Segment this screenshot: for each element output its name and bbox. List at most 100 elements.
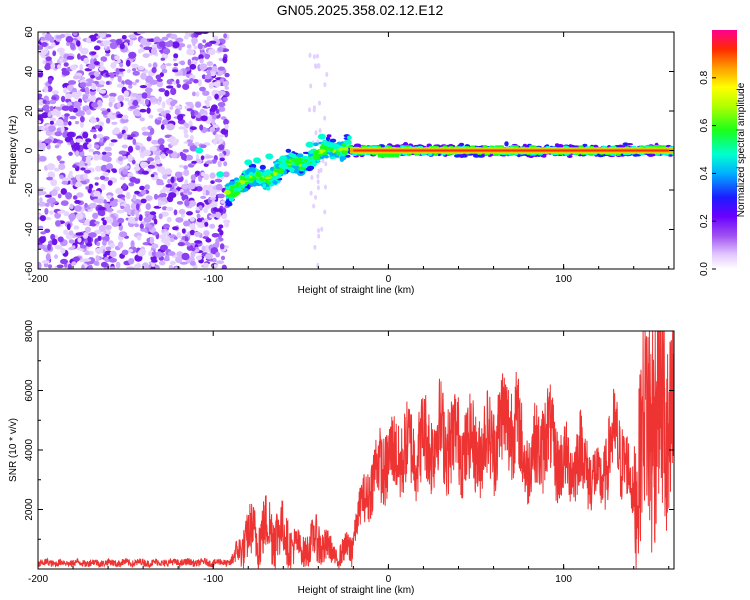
noise-blob xyxy=(151,259,158,263)
noise-blob xyxy=(109,250,117,258)
noise-blob xyxy=(80,167,86,171)
noise-blob xyxy=(134,223,139,228)
noise-blob xyxy=(76,192,84,198)
signal-edge xyxy=(496,145,502,148)
noise-blob xyxy=(222,56,228,64)
noise-blob xyxy=(204,99,209,104)
noise-blob xyxy=(85,186,90,190)
noise-blob xyxy=(57,155,61,162)
noise-blob xyxy=(309,190,313,196)
noise-blob xyxy=(160,57,165,61)
noise-blob xyxy=(136,235,142,241)
noise-blob xyxy=(73,225,80,230)
noise-blob xyxy=(128,216,135,224)
noise-blob xyxy=(136,32,146,35)
transition-blob xyxy=(264,176,272,180)
noise-blob xyxy=(42,99,47,104)
noise-blob xyxy=(314,64,318,70)
y-tick-label: 4000 xyxy=(24,438,35,461)
noise-blob xyxy=(142,126,148,131)
noise-blob xyxy=(143,41,152,46)
noise-blob xyxy=(199,58,204,64)
noise-blob xyxy=(132,138,137,145)
noise-blob xyxy=(54,212,61,219)
noise-blob xyxy=(167,251,176,256)
noise-blob xyxy=(133,217,139,222)
noise-blob xyxy=(119,176,126,181)
noise-blob xyxy=(117,241,124,249)
noise-blob xyxy=(117,133,123,139)
noise-blob xyxy=(40,37,47,41)
noise-blob xyxy=(119,231,128,238)
noise-blob xyxy=(186,44,192,49)
noise-blob xyxy=(217,66,225,71)
noise-blob xyxy=(100,108,107,112)
noise-blob xyxy=(119,43,125,50)
noise-blob xyxy=(65,36,74,43)
transition-blob xyxy=(262,183,267,189)
noise-blob xyxy=(211,104,218,111)
noise-blob xyxy=(41,42,48,47)
noise-blob xyxy=(161,68,168,74)
noise-blob xyxy=(189,135,194,141)
signal-edge xyxy=(470,145,476,148)
noise-blob xyxy=(89,129,97,133)
noise-blob xyxy=(132,68,137,72)
noise-blob xyxy=(317,228,320,234)
noise-blob xyxy=(176,251,183,257)
noise-blob xyxy=(68,213,76,220)
noise-blob xyxy=(148,224,153,230)
noise-blob xyxy=(220,200,228,204)
noise-blob xyxy=(218,57,224,62)
noise-blob xyxy=(140,189,147,195)
noise-blob xyxy=(173,236,178,240)
noise-blob xyxy=(204,160,213,165)
transition-blob xyxy=(345,154,351,158)
noise-blob xyxy=(128,84,133,89)
noise-blob xyxy=(200,155,205,160)
noise-blob xyxy=(121,144,128,149)
noise-blob xyxy=(127,145,134,153)
noise-blob xyxy=(74,199,81,204)
noise-blob xyxy=(140,198,147,204)
noise-blob xyxy=(91,51,97,55)
noise-blob xyxy=(135,113,142,117)
noise-blob xyxy=(93,153,100,161)
noise-blob xyxy=(189,126,197,131)
noise-blob xyxy=(316,173,320,179)
noise-blob xyxy=(188,120,193,128)
noise-blob xyxy=(43,86,49,93)
noise-blob xyxy=(51,189,58,196)
snr-xlabel: Height of straight line (km) xyxy=(298,585,415,596)
noise-blob xyxy=(165,206,174,212)
x-tick-label: -200 xyxy=(28,274,48,285)
snr-axes: -200 -100 0 100 2000 4000 6000 8000 xyxy=(24,319,674,585)
noise-blob xyxy=(146,238,150,243)
noise-blob xyxy=(72,256,80,262)
noise-blob xyxy=(66,85,73,90)
noise-blob xyxy=(92,150,101,156)
signal-edge xyxy=(402,153,408,156)
signal-edge xyxy=(371,145,377,148)
noise-blob xyxy=(323,82,327,88)
noise-blob xyxy=(217,228,222,233)
noise-blob xyxy=(63,62,69,67)
noise-blob xyxy=(72,164,78,169)
noise-blob xyxy=(221,264,227,269)
noise-blob xyxy=(81,264,85,269)
transition-blob xyxy=(248,171,254,176)
noise-blob xyxy=(47,112,52,118)
transition-blob xyxy=(339,157,345,163)
noise-blob xyxy=(219,157,225,162)
noise-blob xyxy=(212,139,218,145)
noise-blob xyxy=(82,258,92,262)
noise-blob xyxy=(183,169,190,177)
noise-blob xyxy=(54,144,60,149)
noise-blob xyxy=(172,57,177,62)
noise-blob xyxy=(98,224,106,232)
noise-blob xyxy=(160,244,168,251)
noise-blob xyxy=(201,245,206,252)
noise-blob xyxy=(108,96,116,104)
transition-blob xyxy=(328,147,334,153)
